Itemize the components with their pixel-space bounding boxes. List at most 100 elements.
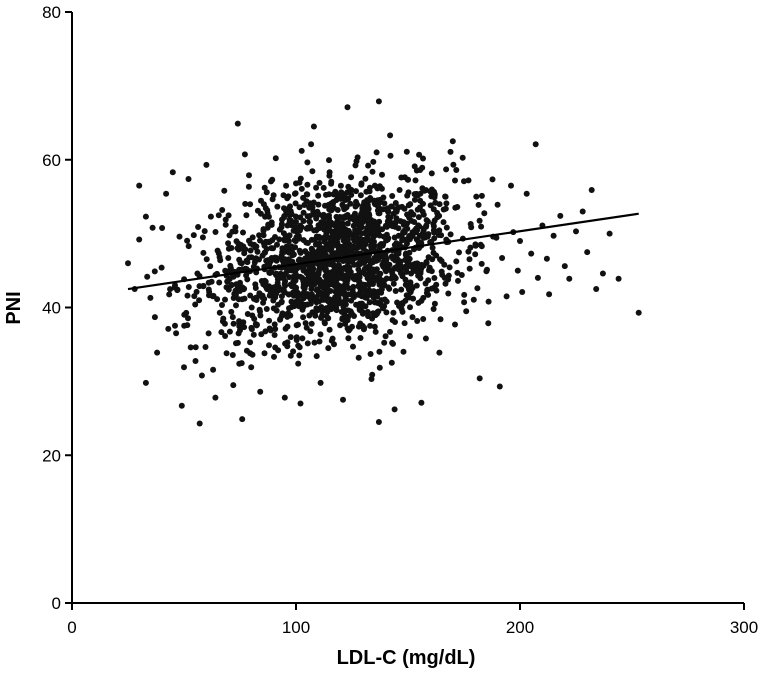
data-point: [290, 292, 297, 299]
data-point: [248, 326, 255, 333]
data-point: [359, 244, 366, 251]
data-point: [478, 223, 485, 230]
data-point: [227, 262, 234, 269]
data-point: [330, 229, 337, 235]
data-point: [263, 306, 270, 312]
data-point: [237, 259, 244, 266]
data-point: [351, 261, 358, 268]
data-point: [287, 334, 294, 341]
data-point: [307, 300, 314, 307]
data-point: [325, 315, 332, 322]
data-point: [450, 161, 457, 168]
data-point: [366, 281, 373, 288]
data-point: [363, 294, 370, 301]
data-point: [240, 243, 247, 250]
data-point: [192, 358, 199, 364]
data-point: [225, 212, 232, 219]
data-point: [304, 340, 311, 347]
data-point: [326, 326, 333, 333]
data-point: [252, 285, 259, 291]
data-point: [205, 279, 212, 286]
data-point: [472, 242, 479, 249]
data-point: [302, 320, 309, 327]
data-point: [247, 201, 254, 208]
data-point: [412, 268, 419, 274]
x-tick-label: 200: [506, 618, 534, 637]
data-point: [358, 230, 365, 237]
data-point: [344, 284, 351, 291]
data-point: [371, 323, 378, 330]
data-point: [318, 304, 325, 310]
data-point: [125, 260, 131, 267]
data-point: [244, 259, 251, 266]
data-point: [327, 219, 334, 226]
data-point: [380, 259, 387, 266]
x-tick-label: 300: [730, 618, 758, 637]
data-point: [292, 200, 299, 207]
data-point: [388, 359, 395, 366]
data-point: [144, 273, 151, 280]
data-point: [221, 187, 228, 194]
data-point: [200, 249, 207, 256]
data-point: [346, 229, 353, 236]
data-point: [299, 335, 306, 342]
data-point: [300, 218, 307, 224]
data-point: [290, 348, 297, 355]
data-point: [282, 236, 289, 242]
data-point: [159, 225, 166, 231]
data-point: [430, 306, 437, 312]
data-point: [247, 247, 254, 254]
data-point: [267, 327, 274, 334]
data-point: [297, 273, 304, 280]
data-point: [478, 260, 485, 267]
data-point: [333, 242, 340, 249]
data-point: [297, 175, 304, 182]
data-point: [284, 195, 291, 202]
data-point: [187, 344, 194, 351]
data-point: [337, 223, 344, 230]
data-point: [380, 194, 387, 201]
data-point: [322, 202, 328, 209]
data-point: [573, 228, 579, 235]
data-point: [215, 212, 222, 219]
data-point: [261, 184, 268, 191]
data-point: [496, 383, 503, 390]
data-point: [287, 211, 293, 218]
data-point: [370, 158, 377, 165]
data-point: [411, 219, 418, 225]
data-point: [293, 180, 299, 187]
data-point: [452, 321, 458, 328]
data-point: [499, 255, 506, 261]
data-point: [396, 303, 402, 309]
data-point: [410, 211, 417, 218]
data-point: [172, 322, 178, 329]
data-point: [270, 297, 277, 304]
data-point: [296, 204, 303, 211]
data-point: [234, 120, 241, 127]
data-point: [256, 232, 263, 239]
data-point: [283, 182, 290, 189]
data-point: [579, 208, 586, 215]
data-point: [372, 201, 379, 208]
data-point: [212, 229, 219, 235]
data-point: [344, 212, 351, 219]
data-point: [207, 213, 214, 220]
data-point: [207, 263, 214, 270]
data-point: [323, 191, 329, 198]
data-point: [136, 236, 143, 243]
data-point: [306, 218, 313, 225]
data-point: [298, 185, 305, 192]
data-point: [415, 214, 422, 221]
data-point: [606, 230, 613, 237]
data-point: [430, 223, 437, 230]
data-point: [261, 249, 268, 256]
data-point: [474, 285, 481, 292]
data-point: [478, 243, 485, 250]
data-point: [271, 353, 277, 360]
data-point: [184, 322, 191, 329]
data-point: [230, 382, 237, 389]
data-point: [240, 229, 246, 236]
data-point: [417, 190, 424, 197]
data-point: [412, 177, 419, 184]
data-point: [165, 325, 172, 332]
